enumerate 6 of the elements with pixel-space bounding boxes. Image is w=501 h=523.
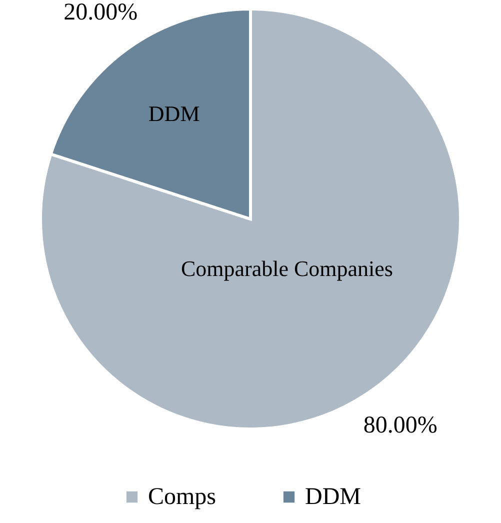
data-label: 80.00% bbox=[363, 412, 438, 438]
text: Comparable Companies bbox=[180, 256, 393, 282]
legend-label: DDM bbox=[305, 484, 362, 510]
legend-label: Comps bbox=[148, 484, 216, 510]
data-label: 20.00% bbox=[64, 0, 138, 26]
text: DDM bbox=[148, 100, 200, 126]
